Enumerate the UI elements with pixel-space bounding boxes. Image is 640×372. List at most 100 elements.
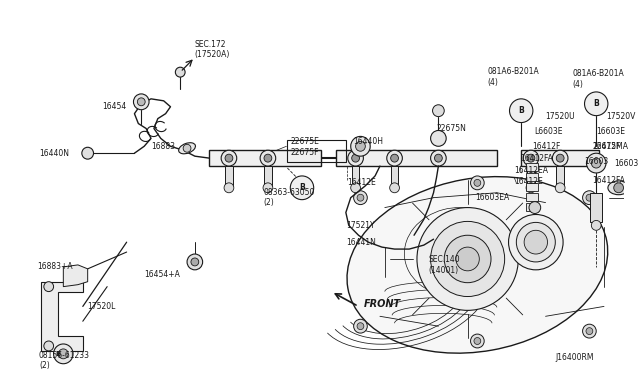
Circle shape [44,282,54,292]
Text: L6603E: L6603E [534,127,563,136]
Bar [526,193,538,201]
Circle shape [552,150,568,166]
Circle shape [291,176,314,200]
Circle shape [509,215,563,270]
Text: 22675MA: 22675MA [593,142,628,151]
Circle shape [390,154,399,162]
Circle shape [526,183,536,193]
Text: SEC.140
(14001): SEC.140 (14001) [429,255,460,275]
Circle shape [509,99,533,122]
Circle shape [586,194,593,201]
Circle shape [474,179,481,186]
Bar [521,150,599,166]
Text: 16603: 16603 [614,158,638,168]
Circle shape [354,319,367,333]
Circle shape [417,208,518,310]
Circle shape [586,153,606,173]
Text: 16603: 16603 [584,157,609,166]
Circle shape [470,176,484,190]
Circle shape [224,183,234,193]
Text: 16883+A: 16883+A [37,262,73,271]
Circle shape [263,183,273,193]
Bar [352,166,360,186]
Text: 081A6-B201A
(4): 081A6-B201A (4) [487,67,539,87]
Circle shape [523,150,539,166]
Circle shape [431,150,446,166]
Text: FRONT: FRONT [364,299,401,310]
Text: 16412FA: 16412FA [593,176,625,185]
Text: 17520V: 17520V [606,112,636,121]
Circle shape [260,150,276,166]
Circle shape [516,222,556,262]
Circle shape [584,92,608,116]
Bar [526,173,538,181]
Circle shape [433,105,444,117]
Text: 16440N: 16440N [39,149,69,158]
Bar [526,183,538,191]
Text: 081A6-B201A
(4): 081A6-B201A (4) [573,69,625,89]
Circle shape [191,258,199,266]
Circle shape [44,341,54,351]
Bar [264,166,272,186]
Text: 08363-63050
(2): 08363-63050 (2) [263,188,314,207]
Text: 16603E: 16603E [596,127,625,136]
Text: 16454: 16454 [102,102,127,111]
Text: 16412E: 16412E [515,177,543,186]
Circle shape [183,144,191,152]
Circle shape [470,334,484,348]
Circle shape [187,254,203,270]
Text: 16454+A: 16454+A [144,270,180,279]
Circle shape [591,221,601,230]
Circle shape [175,67,185,77]
Bar [225,166,233,186]
Text: 16883: 16883 [151,142,175,151]
Text: 16412EA: 16412EA [515,166,548,174]
Text: 16441N: 16441N [346,238,376,247]
Circle shape [556,183,565,193]
Circle shape [529,202,541,214]
Polygon shape [63,265,88,287]
Text: 16412FA: 16412FA [520,154,553,163]
Circle shape [586,328,593,334]
Circle shape [225,154,233,162]
Circle shape [58,349,68,359]
Circle shape [54,344,73,364]
Bar [590,193,602,222]
Text: 08156-61233
(2): 08156-61233 (2) [39,351,90,371]
Circle shape [614,183,623,193]
Text: J16400RM: J16400RM [556,353,594,362]
Text: B: B [56,351,61,357]
Text: B: B [299,183,305,192]
Circle shape [591,158,601,168]
Bar [526,203,538,211]
Circle shape [390,183,399,193]
Ellipse shape [608,181,629,195]
Polygon shape [41,282,83,351]
Bar [287,140,346,162]
Circle shape [582,324,596,338]
Circle shape [444,235,491,283]
Circle shape [351,183,360,193]
Text: 22675E: 22675E [291,137,319,146]
Bar [556,166,564,186]
Circle shape [82,147,93,159]
Circle shape [456,247,479,271]
Text: 16412F: 16412F [532,142,560,151]
Text: 16603EA: 16603EA [476,193,509,202]
Text: 17520U: 17520U [545,112,575,121]
Circle shape [357,194,364,201]
Circle shape [356,141,365,151]
Circle shape [351,137,370,156]
Circle shape [474,337,481,344]
Circle shape [524,230,547,254]
Ellipse shape [347,177,608,353]
Circle shape [264,154,272,162]
Bar [527,166,535,186]
Circle shape [138,98,145,106]
Text: 16412F: 16412F [593,142,621,151]
Ellipse shape [179,143,195,154]
Text: B: B [518,106,524,115]
Text: B: B [593,99,599,108]
Circle shape [527,154,535,162]
Bar [526,163,538,171]
